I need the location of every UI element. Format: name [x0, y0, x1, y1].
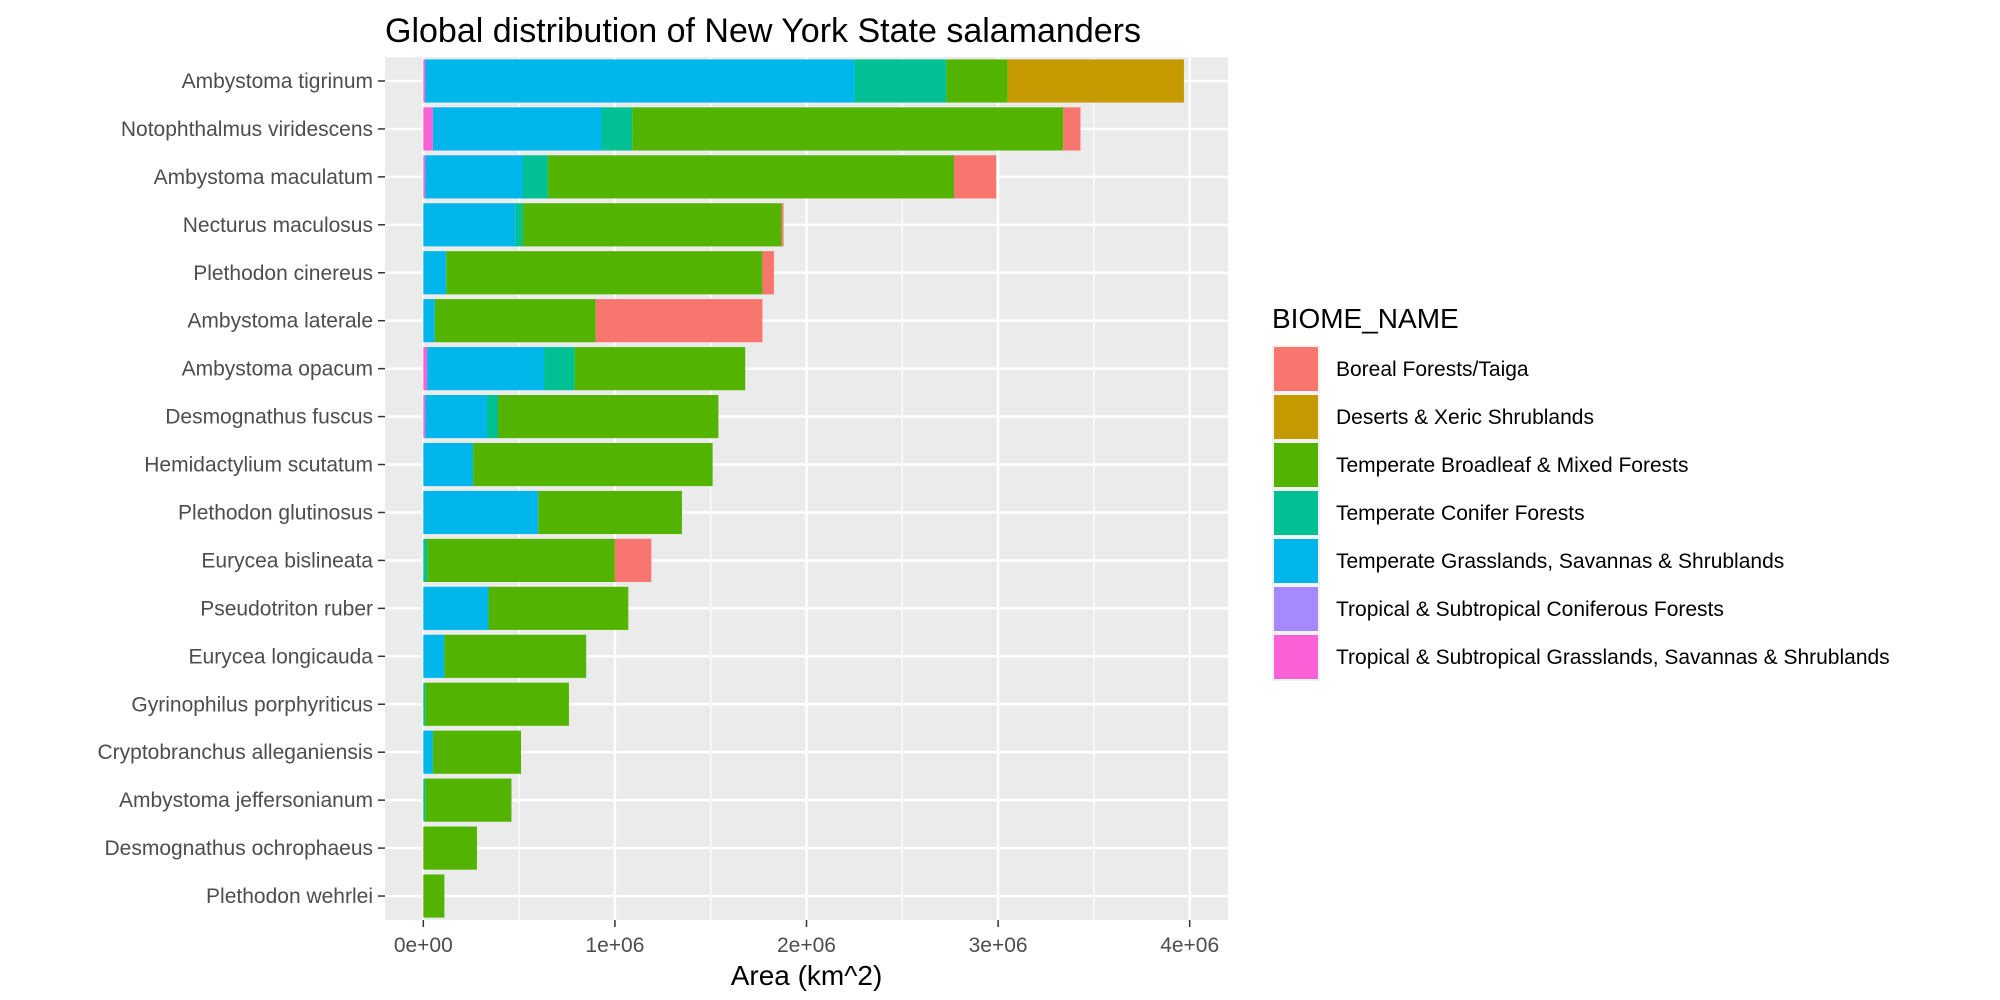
bar-segment: [425, 682, 569, 726]
bar-segment: [486, 395, 499, 439]
bar-segment: [423, 730, 433, 774]
bar-segment: [488, 586, 629, 630]
bar-segment: [423, 778, 426, 822]
bar-segment: [522, 155, 548, 199]
x-tick-label: 2e+06: [777, 934, 836, 957]
bar-segment: [423, 634, 445, 678]
y-tick-label: Notophthalmus viridescens: [121, 118, 373, 141]
y-tick-label: Hemidactylium scutatum: [144, 454, 373, 477]
bar-segment: [515, 203, 523, 247]
legend-items: Boreal Forests/Taiga Deserts & Xeric Shru…: [1272, 345, 1890, 681]
y-tick-label: Pseudotriton ruber: [200, 597, 373, 620]
bar-segment: [432, 107, 602, 151]
bar-segment: [427, 347, 545, 391]
bar-segment: [446, 251, 763, 295]
bar-segment: [473, 442, 713, 487]
bar-segment: [423, 538, 428, 582]
y-tick-label: Ambystoma laterale: [187, 310, 373, 333]
legend-swatch: [1274, 347, 1318, 391]
bar-segment: [954, 155, 997, 199]
bar-segment: [762, 251, 774, 295]
bar-segment: [595, 299, 763, 343]
bar-segment: [427, 538, 615, 582]
bar-segment: [1063, 107, 1081, 151]
bar-segment: [544, 347, 575, 391]
y-tick-label: Desmognathus ochrophaeus: [104, 837, 373, 860]
bar-segment: [538, 490, 682, 535]
legend-swatch: [1274, 491, 1318, 535]
bar-segment: [423, 299, 435, 343]
bar-segment: [423, 251, 447, 295]
y-tick-label: Plethodon glutinosus: [178, 501, 373, 524]
bar-segment: [423, 347, 428, 391]
y-tick-label: Plethodon wehrlei: [206, 885, 373, 908]
bar-segment: [423, 490, 539, 535]
bar-segment: [425, 155, 523, 199]
bar-segment: [423, 874, 445, 918]
bar-segment: [854, 59, 947, 103]
bar-segment: [423, 203, 516, 247]
bar-segment: [425, 778, 512, 822]
bar-segment: [601, 107, 633, 151]
legend-label: Temperate Grasslands, Savannas & Shrubla…: [1336, 550, 1784, 573]
x-tick-label: 3e+06: [969, 934, 1028, 957]
legend-title: BIOME_NAME: [1272, 303, 1459, 334]
legend-label: Deserts & Xeric Shrublands: [1336, 406, 1594, 429]
bar-segment: [574, 347, 746, 391]
bar-segment: [444, 634, 587, 678]
bar-segment: [1007, 59, 1184, 103]
bar-segment: [423, 107, 433, 151]
bar-segment: [614, 538, 652, 582]
bar-segment: [434, 299, 596, 343]
y-tick-label: Ambystoma opacum: [182, 358, 373, 381]
bar-segment: [423, 442, 474, 487]
legend-swatch: [1274, 539, 1318, 583]
bar-segment: [632, 107, 1064, 151]
x-tick-label: 4e+06: [1160, 934, 1219, 957]
bar-segment: [432, 730, 522, 774]
x-tick-label: 1e+06: [585, 934, 644, 957]
legend-label: Boreal Forests/Taiga: [1336, 358, 1529, 381]
y-tick-label: Necturus maculosus: [183, 214, 373, 237]
legend-swatch: [1274, 443, 1318, 487]
chart-title: Global distribution of New York State sa…: [385, 12, 1141, 50]
x-axis: 0e+00 1e+06 2e+06 3e+06 4e+06: [394, 920, 1219, 957]
bar-segment: [498, 395, 719, 439]
y-tick-label: Cryptobranchus alleganiensis: [98, 741, 374, 764]
bar-segment: [425, 395, 487, 439]
y-tick-label: Ambystoma maculatum: [154, 166, 373, 189]
bar-segment: [946, 59, 1008, 103]
bar-segment: [547, 155, 955, 199]
x-axis-title: Area (km^2): [731, 960, 883, 991]
x-tick-label: 0e+00: [394, 934, 453, 957]
legend-swatch: [1274, 635, 1318, 679]
y-tick-label: Gyrinophilus porphyriticus: [131, 693, 373, 716]
bar-segment: [423, 586, 489, 630]
bar-segment: [781, 203, 784, 247]
legend-label: Tropical & Subtropical Grasslands, Savan…: [1336, 646, 1890, 669]
y-tick-label: Eurycea longicauda: [189, 645, 374, 668]
legend-label: Temperate Broadleaf & Mixed Forests: [1336, 454, 1689, 477]
legend-swatch: [1274, 395, 1318, 439]
legend-label: Tropical & Subtropical Coniferous Forest…: [1336, 598, 1724, 621]
y-axis: Ambystoma tigrinum Notophthalmus viridesc…: [98, 70, 385, 908]
y-tick-label: Ambystoma jeffersonianum: [119, 789, 373, 812]
legend-swatch: [1274, 587, 1318, 631]
y-tick-label: Desmognathus fuscus: [165, 406, 373, 429]
bar-segment: [522, 203, 782, 247]
bar-segment: [423, 395, 426, 439]
legend-label: Temperate Conifer Forests: [1336, 502, 1585, 525]
bar-segment: [423, 682, 426, 726]
y-tick-label: Plethodon cinereus: [193, 262, 373, 285]
legend: BIOME_NAME Boreal Forests/Taiga Deserts &…: [1272, 303, 1890, 681]
bar-segment: [423, 155, 426, 199]
bars: [423, 59, 1184, 918]
bar-segment: [423, 826, 477, 870]
y-tick-label: Ambystoma tigrinum: [182, 70, 373, 93]
y-tick-label: Eurycea bislineata: [201, 549, 373, 572]
bar-segment: [425, 59, 855, 103]
bar-segment: [423, 59, 426, 103]
